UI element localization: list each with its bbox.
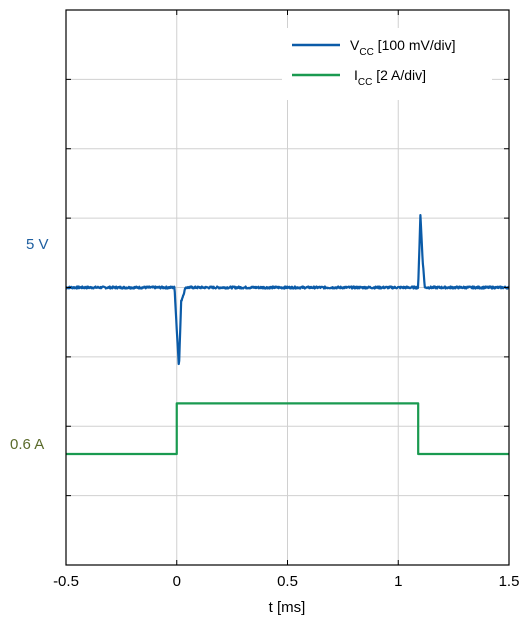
series-line-icc [66, 402, 509, 456]
series-line-vcc [65, 213, 510, 366]
legend-box [282, 28, 492, 100]
vcc-reference-label: 5 V [26, 236, 49, 253]
x-tick-label: 0 [173, 573, 181, 590]
x-axis-label: t [ms] [269, 599, 306, 616]
x-tick-label: 0.5 [277, 573, 298, 590]
legend-label-vcc: VCC [100 mV/div] [350, 37, 456, 58]
x-tick-label: 1 [394, 573, 402, 590]
x-tick-labels: -0.5 0 0.5 1 1.5 [53, 573, 519, 590]
legend-label-icc: ICC [2 A/div] [354, 67, 426, 88]
series-layer [65, 213, 510, 456]
x-tick-label: -0.5 [53, 573, 79, 590]
ticks [65, 10, 510, 565]
legend: VCC [100 mV/div] ICC [2 A/div] [282, 28, 492, 100]
icc-reference-label: 0.6 A [10, 436, 44, 453]
x-tick-label: 1.5 [499, 573, 520, 590]
